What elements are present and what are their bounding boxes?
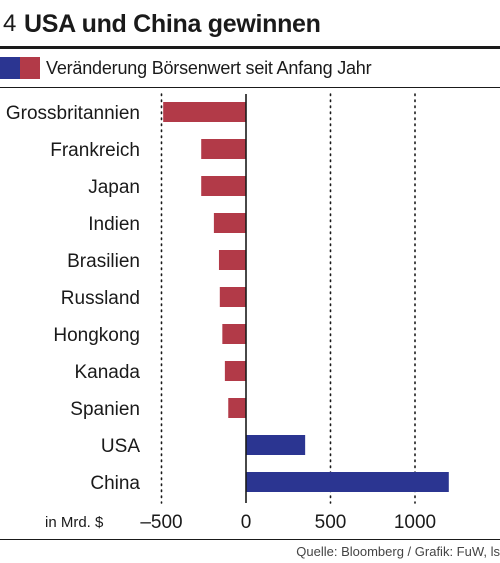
chart-number: 4 [3, 10, 17, 37]
legend-rule [0, 87, 500, 88]
category-label: Indien [88, 214, 140, 235]
x-axis: –500 0 500 1000 in Mrd. $ [45, 94, 436, 533]
x-tick-label: 1000 [394, 512, 436, 533]
bar-russland [219, 287, 246, 307]
category-labels: Grossbritannien Frankreich Japan Indien Bras… [6, 103, 141, 494]
legend-label: Veränderung Börsenwert seit Anfang Jahr [46, 58, 372, 78]
title-rule [0, 46, 500, 49]
category-label: Frankreich [50, 140, 140, 161]
bar-brasilien [218, 250, 246, 270]
chart-title: USA und China gewinnen [24, 10, 321, 38]
x-tick-label: 500 [315, 512, 347, 533]
category-label: Grossbritannien [6, 103, 140, 124]
x-tick-label: –500 [140, 512, 182, 533]
bar-kanada [224, 361, 246, 381]
bar-japan [201, 176, 246, 196]
bar-hongkong [222, 324, 246, 344]
bar-spanien [228, 398, 246, 418]
category-label: Kanada [74, 362, 140, 383]
x-tick-label: 0 [241, 512, 252, 533]
gridlines [160, 93, 416, 504]
category-label: Brasilien [67, 251, 140, 272]
legend-swatch-positive [0, 57, 20, 79]
bar-indien [213, 213, 246, 233]
bar-grossbritannien [163, 102, 246, 122]
category-label: Japan [88, 177, 140, 198]
source-note: Quelle: Bloomberg / Grafik: FuW, ls [296, 544, 500, 559]
category-label: USA [101, 436, 140, 457]
bar-usa [246, 435, 306, 455]
bars [163, 102, 449, 492]
category-label: China [90, 473, 140, 494]
category-label: Hongkong [53, 325, 140, 346]
category-label: Russland [61, 288, 140, 309]
x-axis-label: in Mrd. $ [45, 514, 104, 531]
legend: Veränderung Börsenwert seit Anfang Jahr [0, 57, 500, 81]
chart-header: 4 USA und China gewinnen [0, 6, 500, 42]
bar-frankreich [201, 139, 246, 159]
footer-rule [0, 539, 500, 540]
bar-china [246, 472, 449, 492]
category-label: Spanien [70, 399, 140, 420]
legend-swatch-negative [20, 57, 40, 79]
